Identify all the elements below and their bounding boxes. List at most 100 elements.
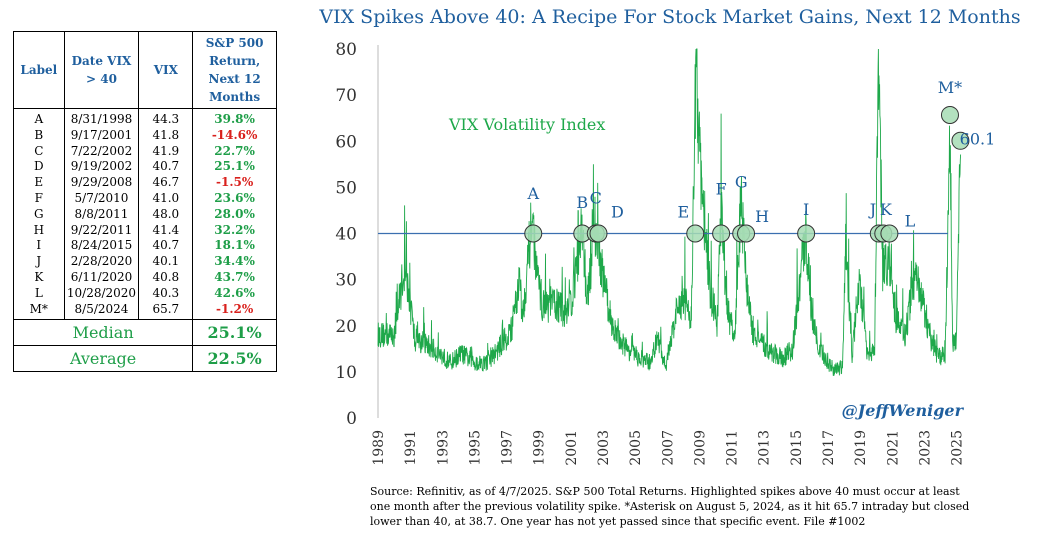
event-marker bbox=[737, 224, 756, 243]
row-vix: 44.3 bbox=[138, 108, 194, 128]
table-row: A 8/31/1998 44.3 39.8% bbox=[13, 108, 277, 128]
row-vix: 40.7 bbox=[138, 238, 194, 255]
watermark: @JeffWeniger bbox=[842, 401, 965, 420]
y-tick-label: 30 bbox=[335, 271, 357, 291]
y-tick-label: 0 bbox=[346, 409, 357, 429]
returns-table: Label Date VIX > 40 VIX S&P 500 Return, … bbox=[12, 31, 277, 373]
table-row: E 9/29/2008 46.7 -1.5% bbox=[13, 175, 277, 191]
event-label: L bbox=[905, 212, 916, 231]
table-row: F 5/7/2010 41.0 23.6% bbox=[13, 190, 277, 207]
table-row: K 6/11/2020 40.8 43.7% bbox=[13, 269, 277, 286]
series-label: VIX Volatility Index bbox=[448, 115, 605, 134]
event-label: D bbox=[611, 202, 624, 221]
event-label: F bbox=[716, 179, 727, 198]
event-label: H bbox=[755, 207, 769, 226]
row-vix: 41.9 bbox=[138, 143, 194, 160]
row-vix: 41.8 bbox=[138, 127, 194, 144]
table-header-row: Label Date VIX > 40 VIX S&P 500 Return, … bbox=[13, 31, 277, 109]
row-date: 2/28/2020 bbox=[63, 254, 140, 270]
row-vix: 40.7 bbox=[138, 159, 194, 176]
row-vix: 40.3 bbox=[138, 285, 194, 302]
x-tick-label: 2005 bbox=[628, 430, 644, 466]
average-row: Average 22.5% bbox=[12, 345, 277, 373]
row-return: 22.7% bbox=[192, 143, 277, 160]
x-tick-label: 2003 bbox=[596, 430, 612, 466]
row-date: 9/22/2011 bbox=[63, 222, 140, 239]
row-date: 5/7/2010 bbox=[63, 190, 140, 207]
row-return: 34.4% bbox=[192, 254, 277, 270]
row-date: 8/8/2011 bbox=[63, 206, 140, 223]
table-row: H 9/22/2011 41.4 32.2% bbox=[13, 222, 277, 239]
table-row: L 10/28/2020 40.3 42.6% bbox=[13, 285, 277, 302]
row-return: 42.6% bbox=[192, 285, 277, 302]
row-date: 10/28/2020 bbox=[63, 285, 140, 302]
x-tick-label: 1995 bbox=[467, 430, 483, 466]
row-return: -14.6% bbox=[192, 127, 277, 144]
y-tick-label: 70 bbox=[335, 86, 357, 106]
event-marker bbox=[797, 224, 816, 243]
row-vix: 40.1 bbox=[138, 254, 194, 270]
vix-series-line bbox=[377, 48, 962, 376]
y-tick-label: 20 bbox=[335, 317, 357, 337]
row-date: 9/19/2002 bbox=[63, 159, 140, 176]
x-tick-label: 2013 bbox=[757, 430, 773, 466]
row-date: 8/5/2024 bbox=[63, 301, 140, 320]
event-label: A bbox=[526, 184, 539, 203]
event-marker bbox=[951, 131, 970, 150]
header-label: Label bbox=[13, 31, 65, 109]
event-marker bbox=[686, 224, 705, 243]
y-tick-label: 80 bbox=[335, 40, 357, 60]
x-tick-label: 2011 bbox=[725, 430, 741, 466]
x-tick-label: 2019 bbox=[853, 430, 869, 466]
row-date: 8/31/1998 bbox=[63, 108, 140, 128]
row-date: 8/24/2015 bbox=[63, 238, 140, 255]
x-tick-label: 2001 bbox=[564, 430, 580, 466]
event-marker bbox=[589, 224, 608, 243]
event-label: J bbox=[868, 200, 876, 219]
event-marker bbox=[940, 105, 959, 124]
event-marker bbox=[524, 224, 543, 243]
x-tick-label: 2017 bbox=[821, 430, 837, 466]
row-vix: 46.7 bbox=[138, 175, 194, 191]
row-vix: 41.0 bbox=[138, 190, 194, 207]
x-tick-label: 2023 bbox=[917, 430, 933, 466]
x-tick-label: 2009 bbox=[692, 430, 708, 466]
x-tick-label: 2007 bbox=[660, 430, 676, 466]
header-vix: VIX bbox=[138, 31, 194, 109]
x-tick-label: 2021 bbox=[885, 430, 901, 466]
x-tick-label: 1993 bbox=[435, 430, 451, 466]
row-vix: 65.7 bbox=[138, 301, 194, 320]
row-date: 9/17/2001 bbox=[63, 127, 140, 144]
event-label: G bbox=[735, 172, 748, 191]
table-body: A 8/31/1998 44.3 39.8% B 9/17/2001 41.8 -14.6% C… bbox=[13, 108, 277, 320]
event-marker bbox=[712, 224, 731, 243]
event-label: C bbox=[590, 189, 602, 208]
average-value: 22.5% bbox=[192, 345, 277, 373]
table-row: D 9/19/2002 40.7 25.1% bbox=[13, 159, 277, 176]
event-label: I bbox=[803, 200, 809, 219]
median-value: 25.1% bbox=[192, 319, 277, 347]
row-return: 18.1% bbox=[192, 238, 277, 255]
row-return: 39.8% bbox=[192, 108, 277, 128]
row-return: -1.5% bbox=[192, 175, 277, 191]
x-tick-label: 1997 bbox=[500, 430, 516, 466]
table-row: G 8/8/2011 48.0 28.0% bbox=[13, 206, 277, 223]
table-row: M* 8/5/2024 65.7 -1.2% bbox=[13, 301, 277, 320]
x-tick-label: 1999 bbox=[532, 430, 548, 466]
row-return: 25.1% bbox=[192, 159, 277, 176]
row-return: 43.7% bbox=[192, 269, 277, 286]
row-date: 6/11/2020 bbox=[63, 269, 140, 286]
row-return: -1.2% bbox=[192, 301, 277, 320]
row-return: 32.2% bbox=[192, 222, 277, 239]
row-vix: 48.0 bbox=[138, 206, 194, 223]
header-return: S&P 500 Return, Next 12 Months bbox=[192, 31, 277, 109]
y-tick-label: 50 bbox=[335, 178, 357, 198]
x-tick-label: 2025 bbox=[950, 430, 966, 466]
returns-table-container: Label Date VIX > 40 VIX S&P 500 Return, … bbox=[12, 31, 277, 435]
x-tick-label: 2015 bbox=[789, 430, 805, 466]
y-tick-label: 10 bbox=[335, 363, 357, 383]
row-date: 7/22/2002 bbox=[63, 143, 140, 160]
event-label: B bbox=[576, 193, 588, 212]
event-label: 60.1 bbox=[960, 129, 996, 148]
